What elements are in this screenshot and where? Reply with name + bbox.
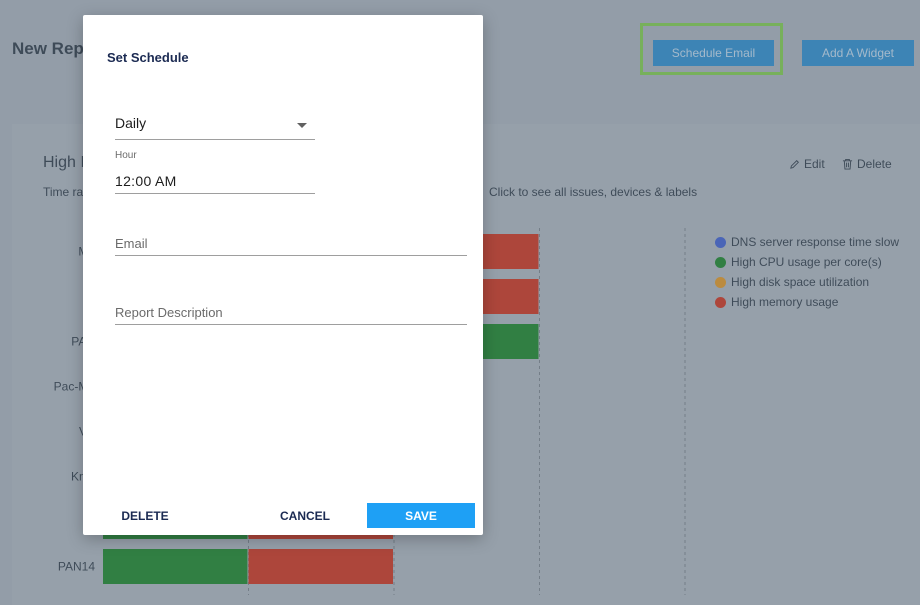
schedule-email-button[interactable]: Schedule Email bbox=[653, 40, 774, 66]
delete-button[interactable]: DELETE bbox=[119, 503, 171, 528]
cancel-button[interactable]: CANCEL bbox=[277, 503, 333, 528]
set-schedule-dialog: Set Schedule Daily Hour DELETE CANCEL SA… bbox=[83, 15, 483, 535]
trash-icon bbox=[842, 158, 853, 170]
edit-label: Edit bbox=[804, 157, 825, 171]
legend-swatch bbox=[715, 296, 726, 308]
dialog-title: Set Schedule bbox=[107, 50, 189, 65]
legend-label: High disk space utilization bbox=[731, 275, 870, 289]
pencil-icon bbox=[790, 159, 799, 169]
category-label: PAN14 bbox=[58, 560, 95, 574]
widget-title: High I bbox=[43, 154, 85, 171]
legend-label: High memory usage bbox=[731, 295, 839, 309]
page-title: New Repo bbox=[12, 39, 95, 58]
report-description-input[interactable] bbox=[115, 300, 467, 325]
chart-legend: DNS server response time slow High CPU us… bbox=[715, 232, 899, 312]
chart-bar[interactable] bbox=[248, 549, 394, 584]
highlight-frame bbox=[640, 23, 783, 75]
add-widget-button[interactable]: Add A Widget bbox=[802, 40, 914, 66]
legend-swatch bbox=[715, 236, 726, 248]
email-input[interactable] bbox=[115, 231, 467, 256]
legend-swatch bbox=[715, 256, 726, 268]
caret-down-icon bbox=[297, 123, 307, 128]
legend-swatch bbox=[715, 276, 726, 288]
save-button[interactable]: SAVE bbox=[367, 503, 475, 528]
chart-bar[interactable] bbox=[103, 549, 248, 584]
hour-label: Hour bbox=[115, 150, 137, 161]
legend-item[interactable]: High CPU usage per core(s) bbox=[715, 252, 899, 272]
frequency-select[interactable]: Daily bbox=[115, 115, 315, 140]
edit-widget-button[interactable]: Edit bbox=[789, 157, 825, 171]
delete-widget-button[interactable]: Delete bbox=[842, 157, 892, 171]
delete-label: Delete bbox=[857, 157, 892, 171]
legend-label: DNS server response time slow bbox=[731, 235, 900, 249]
page-header: New Repo Schedule Email Add A Widget bbox=[0, 0, 920, 110]
legend-item[interactable]: DNS server response time slow bbox=[715, 232, 899, 252]
see-all-issues-link[interactable]: Click to see all issues, devices & label… bbox=[489, 185, 698, 199]
hour-input[interactable] bbox=[115, 169, 315, 194]
frequency-value: Daily bbox=[115, 115, 147, 131]
legend-item[interactable]: High memory usage bbox=[715, 292, 899, 312]
time-range-label: Time ra bbox=[43, 185, 84, 199]
legend-item[interactable]: High disk space utilization bbox=[715, 272, 899, 292]
legend-label: High CPU usage per core(s) bbox=[731, 255, 882, 269]
